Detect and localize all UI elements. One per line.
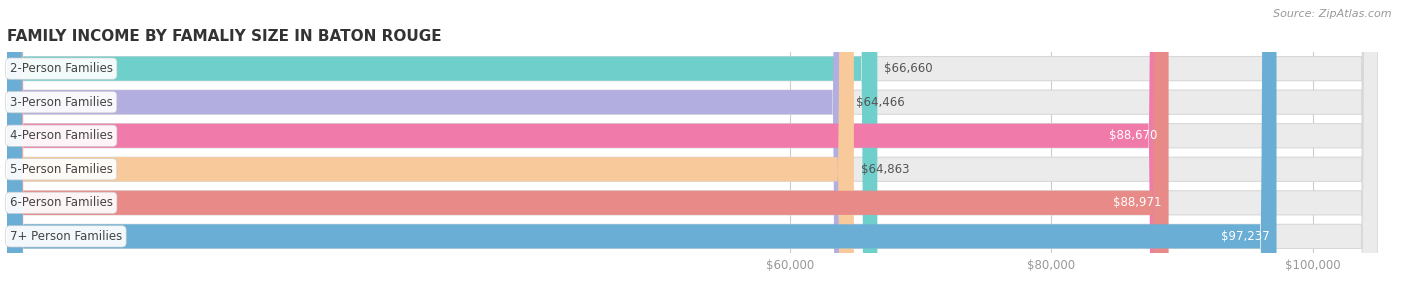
Text: $88,670: $88,670	[1109, 129, 1157, 142]
FancyBboxPatch shape	[7, 0, 1378, 305]
Text: 5-Person Families: 5-Person Families	[10, 163, 112, 176]
FancyBboxPatch shape	[7, 0, 1378, 305]
Text: 2-Person Families: 2-Person Families	[10, 62, 112, 75]
Text: $64,863: $64,863	[860, 163, 910, 176]
Text: 4-Person Families: 4-Person Families	[10, 129, 112, 142]
Text: $97,237: $97,237	[1220, 230, 1270, 243]
Text: 6-Person Families: 6-Person Families	[10, 196, 112, 209]
Text: FAMILY INCOME BY FAMALIY SIZE IN BATON ROUGE: FAMILY INCOME BY FAMALIY SIZE IN BATON R…	[7, 29, 441, 44]
FancyBboxPatch shape	[7, 0, 1168, 305]
FancyBboxPatch shape	[7, 0, 1378, 305]
Text: Source: ZipAtlas.com: Source: ZipAtlas.com	[1274, 9, 1392, 19]
FancyBboxPatch shape	[7, 0, 1164, 305]
Text: $64,466: $64,466	[855, 96, 904, 109]
FancyBboxPatch shape	[7, 0, 1378, 305]
FancyBboxPatch shape	[7, 0, 1277, 305]
Text: 7+ Person Families: 7+ Person Families	[10, 230, 122, 243]
FancyBboxPatch shape	[7, 0, 849, 305]
Text: 3-Person Families: 3-Person Families	[10, 96, 112, 109]
Text: $88,971: $88,971	[1114, 196, 1161, 209]
Text: $66,660: $66,660	[884, 62, 932, 75]
FancyBboxPatch shape	[7, 0, 1378, 305]
FancyBboxPatch shape	[7, 0, 853, 305]
FancyBboxPatch shape	[7, 0, 877, 305]
FancyBboxPatch shape	[7, 0, 1378, 305]
